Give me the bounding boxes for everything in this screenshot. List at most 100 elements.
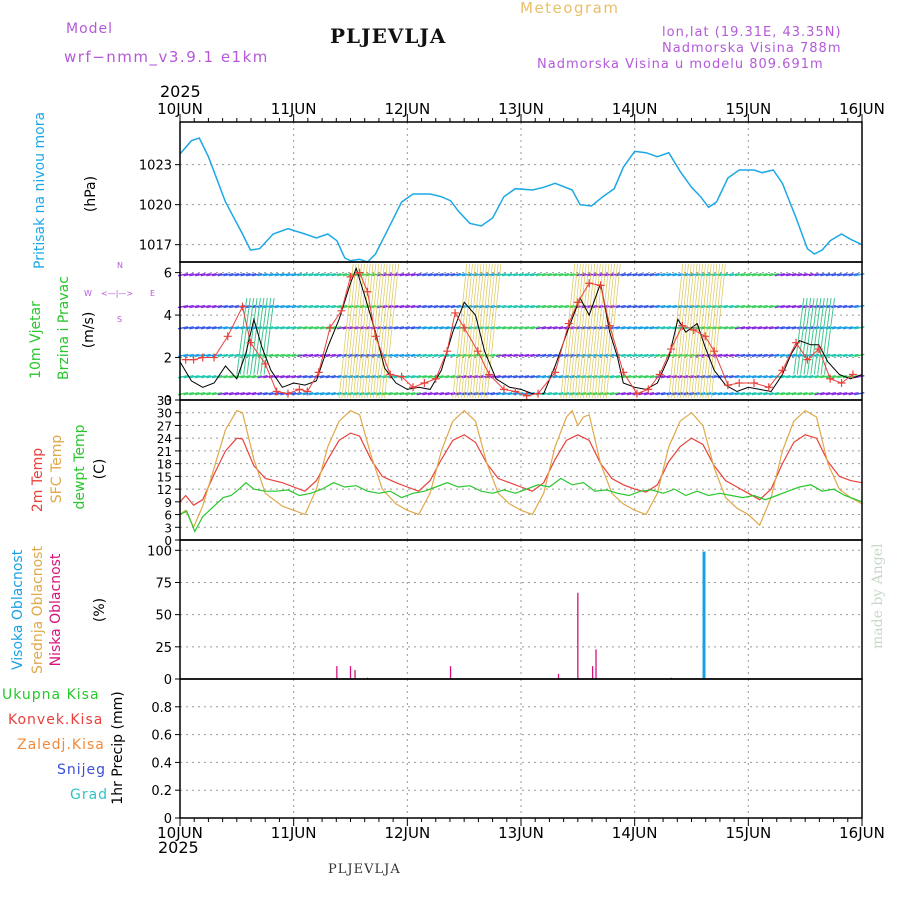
wind-arrow (422, 374, 433, 379)
wind-shaft (483, 263, 499, 399)
wind-arrow (803, 273, 814, 277)
wind-arrow (666, 304, 677, 309)
temp-tick-label: 0 (164, 534, 172, 548)
wind-arrow (780, 304, 791, 309)
wind-arrow (410, 391, 422, 396)
wind-arrow (751, 304, 763, 309)
wind-arrow (297, 326, 308, 330)
wind-arrow (570, 326, 581, 330)
wind-arrow (626, 326, 638, 330)
wind-arrow (302, 353, 314, 358)
wind-arrow (410, 374, 422, 379)
wind-shaft (375, 263, 391, 399)
wind-arrow (592, 273, 604, 277)
day-label-bottom: 16JUN (839, 824, 885, 842)
wind-arrow (763, 391, 774, 396)
compass-s: S (117, 315, 123, 324)
wind-arrow (456, 273, 467, 277)
wind-arrow (740, 304, 751, 309)
wind-arrow (507, 374, 518, 379)
gust-marker (420, 379, 429, 388)
wind-arrow (246, 304, 257, 309)
wind-arrow (234, 273, 245, 277)
day-label-bottom: 13JUN (498, 824, 544, 842)
cloud-tick-label: 0 (164, 673, 172, 688)
wind-shaft (480, 263, 496, 399)
gust-marker (397, 372, 406, 381)
wind-arrow (206, 273, 217, 277)
wind-arrow (229, 326, 240, 330)
wind-arrow (206, 374, 217, 379)
wind-arrow (774, 391, 785, 396)
wind-arrow (626, 304, 638, 309)
wind-arrow (524, 273, 535, 277)
wind-arrow (831, 353, 842, 358)
wind-shaft (705, 263, 721, 399)
wind-arrow (740, 326, 751, 330)
wind-arrow (814, 273, 825, 277)
wind-arrow (376, 273, 388, 277)
wind-arrow (785, 326, 797, 330)
wind-arrow (484, 273, 496, 277)
wind-arrow (643, 304, 655, 309)
wind-arrow (660, 273, 672, 277)
wind-shaft (696, 263, 712, 399)
gust-marker (499, 385, 508, 394)
wind-arrow (791, 304, 802, 309)
wind-shaft (823, 298, 835, 375)
wind-arrow (626, 391, 638, 396)
wind-arrow (729, 273, 740, 277)
gust-marker (485, 370, 494, 379)
wind-arrow (820, 304, 831, 309)
wind-arrow (223, 353, 234, 358)
wind-arrow (547, 374, 558, 379)
wind-arrow (541, 374, 552, 379)
wind-arrow (842, 353, 854, 358)
wind-arrow (280, 374, 291, 379)
wind-arrow (331, 326, 342, 330)
wind-arrow (336, 353, 348, 358)
wind-shaft (574, 263, 590, 399)
wind-arrow (308, 273, 319, 277)
wind-shaft (603, 263, 618, 399)
wind-arrow (371, 353, 382, 358)
wind-arrow (376, 353, 388, 358)
wind-arrow (842, 304, 854, 309)
wind-arrow (740, 374, 751, 379)
wind-shaft (580, 263, 596, 399)
wind-arrow (194, 391, 206, 396)
wind-arrow (240, 374, 251, 379)
gust-marker (585, 279, 594, 288)
wind-arrow (501, 353, 513, 358)
wind-arrow (587, 326, 598, 330)
wind-arrow (564, 273, 575, 277)
wind-arrow (194, 273, 206, 277)
wind-arrow (444, 374, 456, 379)
wind-arrow (831, 326, 842, 330)
model-label: Model (66, 21, 114, 37)
gust-marker (460, 323, 469, 332)
wind-shaft (361, 263, 377, 399)
wind-arrow (751, 374, 763, 379)
gust-marker (814, 345, 823, 354)
wind-arrow (797, 273, 808, 277)
wind-arrow (206, 326, 217, 330)
day-label-top: 16JUN (839, 100, 885, 118)
wind-arrow (803, 326, 814, 330)
wind-arrow (285, 273, 297, 277)
temp-tick-label: 30 (157, 407, 172, 421)
wind-arrow (416, 273, 427, 277)
wind-arrow (444, 326, 456, 330)
wind-shaft (682, 263, 698, 399)
wind-arrow (530, 326, 541, 330)
wind-arrow (433, 273, 444, 277)
gust-marker (596, 281, 605, 290)
wind-arrow (763, 374, 774, 379)
wind-arrow (263, 326, 274, 330)
wind-arrow (376, 326, 388, 330)
wind-arrow (427, 326, 439, 330)
wind-arrow (848, 304, 859, 309)
wind-arrow (575, 326, 586, 330)
wind-arrow (689, 304, 700, 309)
wind-arrow (689, 353, 700, 358)
